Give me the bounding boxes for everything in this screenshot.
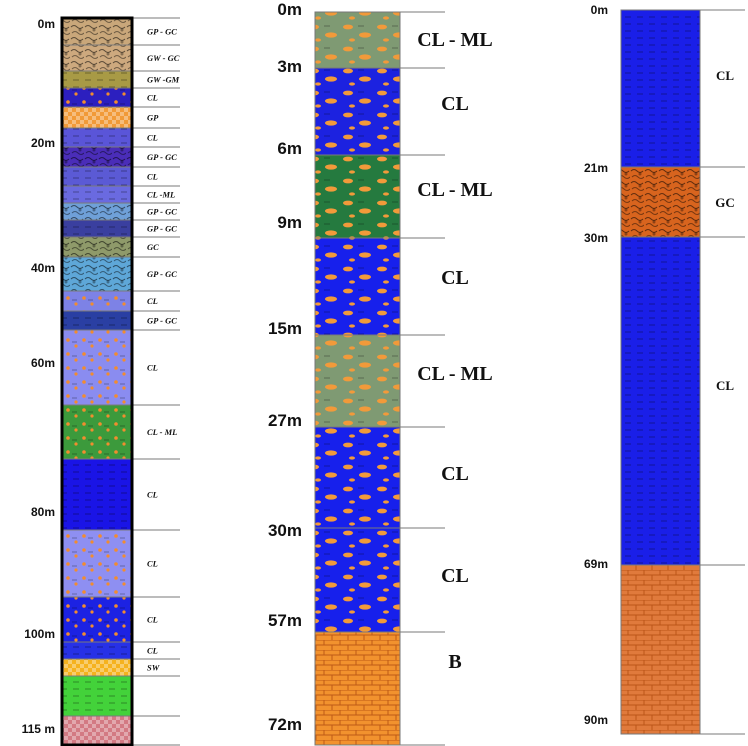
- borehole-log-2: CL - ML CL CL - ML CL CL - ML CL CL B 0m 3m 6m 9m 15…: [268, 0, 493, 746]
- layer-1-10-pattern: [62, 203, 132, 220]
- soil-type-label: CL: [147, 172, 158, 182]
- soil-type-label: CL: [441, 93, 469, 115]
- layer-2-4-pattern: [315, 238, 400, 335]
- soil-type-label: B: [448, 651, 461, 673]
- layer-2-7-pattern: [315, 528, 400, 632]
- layer-2-5-pattern: [315, 335, 400, 427]
- layer-1-2-pattern: [62, 45, 132, 71]
- depth-label: 60m: [31, 356, 55, 370]
- layer-1-3-pattern: [62, 71, 132, 88]
- layer-1-18-pattern: [62, 459, 132, 530]
- soil-type-label: CL - ML: [147, 427, 177, 437]
- depth-label: 27m: [268, 411, 302, 430]
- depth-label: 0m: [591, 3, 608, 17]
- soil-type-label: CL: [441, 565, 469, 587]
- soil-type-label: GC: [147, 242, 159, 252]
- soil-type-label: CL: [716, 68, 734, 83]
- soil-type-label: CL: [147, 615, 158, 625]
- soil-type-label: CL: [147, 490, 158, 500]
- layer-1-16-pattern: [62, 330, 132, 405]
- soil-type-label: GP: [147, 113, 159, 123]
- layer-1-12-pattern: [62, 237, 132, 257]
- depth-label: 57m: [268, 611, 302, 630]
- soil-type-label: CL: [147, 363, 158, 373]
- layer-2-2-pattern: [315, 68, 400, 155]
- layer-2-8-pattern: [315, 632, 400, 745]
- layer-1-5-pattern: [62, 107, 132, 128]
- soil-type-label: CL: [147, 296, 158, 306]
- layer-3-4-pattern: [621, 565, 700, 734]
- borehole-column-outline: [314, 11, 401, 746]
- depth-label: 0m: [277, 0, 302, 19]
- depth-label: 69m: [584, 557, 608, 571]
- depth-label: 9m: [277, 213, 302, 232]
- layer-3-3-pattern: [621, 237, 700, 565]
- depth-label: 40m: [31, 261, 55, 275]
- layer-1-1-pattern: [62, 18, 132, 45]
- soil-type-label: GC: [715, 195, 735, 210]
- depth-label: 0m: [38, 17, 55, 31]
- layer-2-6-pattern: [315, 427, 400, 528]
- layer-1-9-pattern: [62, 186, 132, 203]
- soil-type-label: GW - GC: [147, 53, 180, 63]
- soil-type-label: GP - GC: [147, 316, 177, 326]
- soil-type-label: CL: [441, 267, 469, 289]
- soil-type-label: CL -ML: [147, 190, 175, 200]
- layer-1-20-pattern: [62, 597, 132, 642]
- depth-label: 115 m: [22, 722, 55, 736]
- layer-1-8-pattern: [62, 167, 132, 186]
- layer-1-17-pattern: [62, 405, 132, 459]
- layer-1-23-pattern: [62, 676, 132, 716]
- depth-label: 3m: [277, 57, 302, 76]
- layer-1-14-pattern: [62, 291, 132, 311]
- soil-type-label: CL: [716, 378, 734, 393]
- soil-type-label: CL: [147, 646, 158, 656]
- layer-1-19-pattern: [62, 530, 132, 597]
- soil-type-label: CL - ML: [417, 179, 493, 201]
- depth-label: 30m: [268, 521, 302, 540]
- depth-label: 6m: [277, 139, 302, 158]
- soil-type-label: CL - ML: [417, 363, 493, 385]
- soil-type-label: CL: [147, 559, 158, 569]
- soil-type-label: CL: [147, 133, 158, 143]
- layer-2-1-pattern: [315, 12, 400, 68]
- layer-1-22-pattern: [62, 659, 132, 676]
- depth-label: 30m: [584, 231, 608, 245]
- depth-label: 80m: [31, 505, 55, 519]
- soil-type-label: GP - GC: [147, 27, 177, 37]
- soil-type-label: SW: [147, 663, 161, 673]
- layer-3-2-pattern: [621, 167, 700, 237]
- layer-1-24-pattern: [62, 716, 132, 745]
- layer-1-13-pattern: [62, 257, 132, 291]
- layer-1-6-pattern: [62, 128, 132, 147]
- depth-label: 100m: [24, 627, 55, 641]
- layer-1-7-pattern: [62, 147, 132, 167]
- soil-type-label: GP - GC: [147, 269, 177, 279]
- borehole-column-outline: [60, 16, 134, 746]
- soil-type-label: GP - GC: [147, 207, 177, 217]
- soil-type-label: CL - ML: [417, 29, 493, 51]
- layer-1-21-pattern: [62, 642, 132, 659]
- borehole-log-1: GP - GC GW - GC GW -GM CL GP CL GP - GC CL CL -M…: [22, 16, 180, 746]
- depth-label: 21m: [584, 161, 608, 175]
- depth-label: 90m: [584, 713, 608, 727]
- depth-label: 20m: [31, 136, 55, 150]
- soil-type-label: GW -GM: [147, 75, 180, 85]
- depth-label: 72m: [268, 715, 302, 734]
- soil-type-label: CL: [147, 93, 158, 103]
- layer-3-1-pattern: [621, 10, 700, 167]
- soil-type-label: GP - GC: [147, 152, 177, 162]
- borehole-column-outline: [620, 9, 701, 735]
- layer-1-4-pattern: [62, 88, 132, 107]
- layer-1-15-pattern: [62, 311, 132, 330]
- layer-2-3-pattern: [315, 155, 400, 238]
- borehole-log-3: CL GC CL 0m 21m 30m 69m 90m: [584, 3, 745, 735]
- depth-label: 15m: [268, 319, 302, 338]
- soil-type-label: GP - GC: [147, 224, 177, 234]
- layer-1-11-pattern: [62, 220, 132, 237]
- soil-type-label: CL: [441, 463, 469, 485]
